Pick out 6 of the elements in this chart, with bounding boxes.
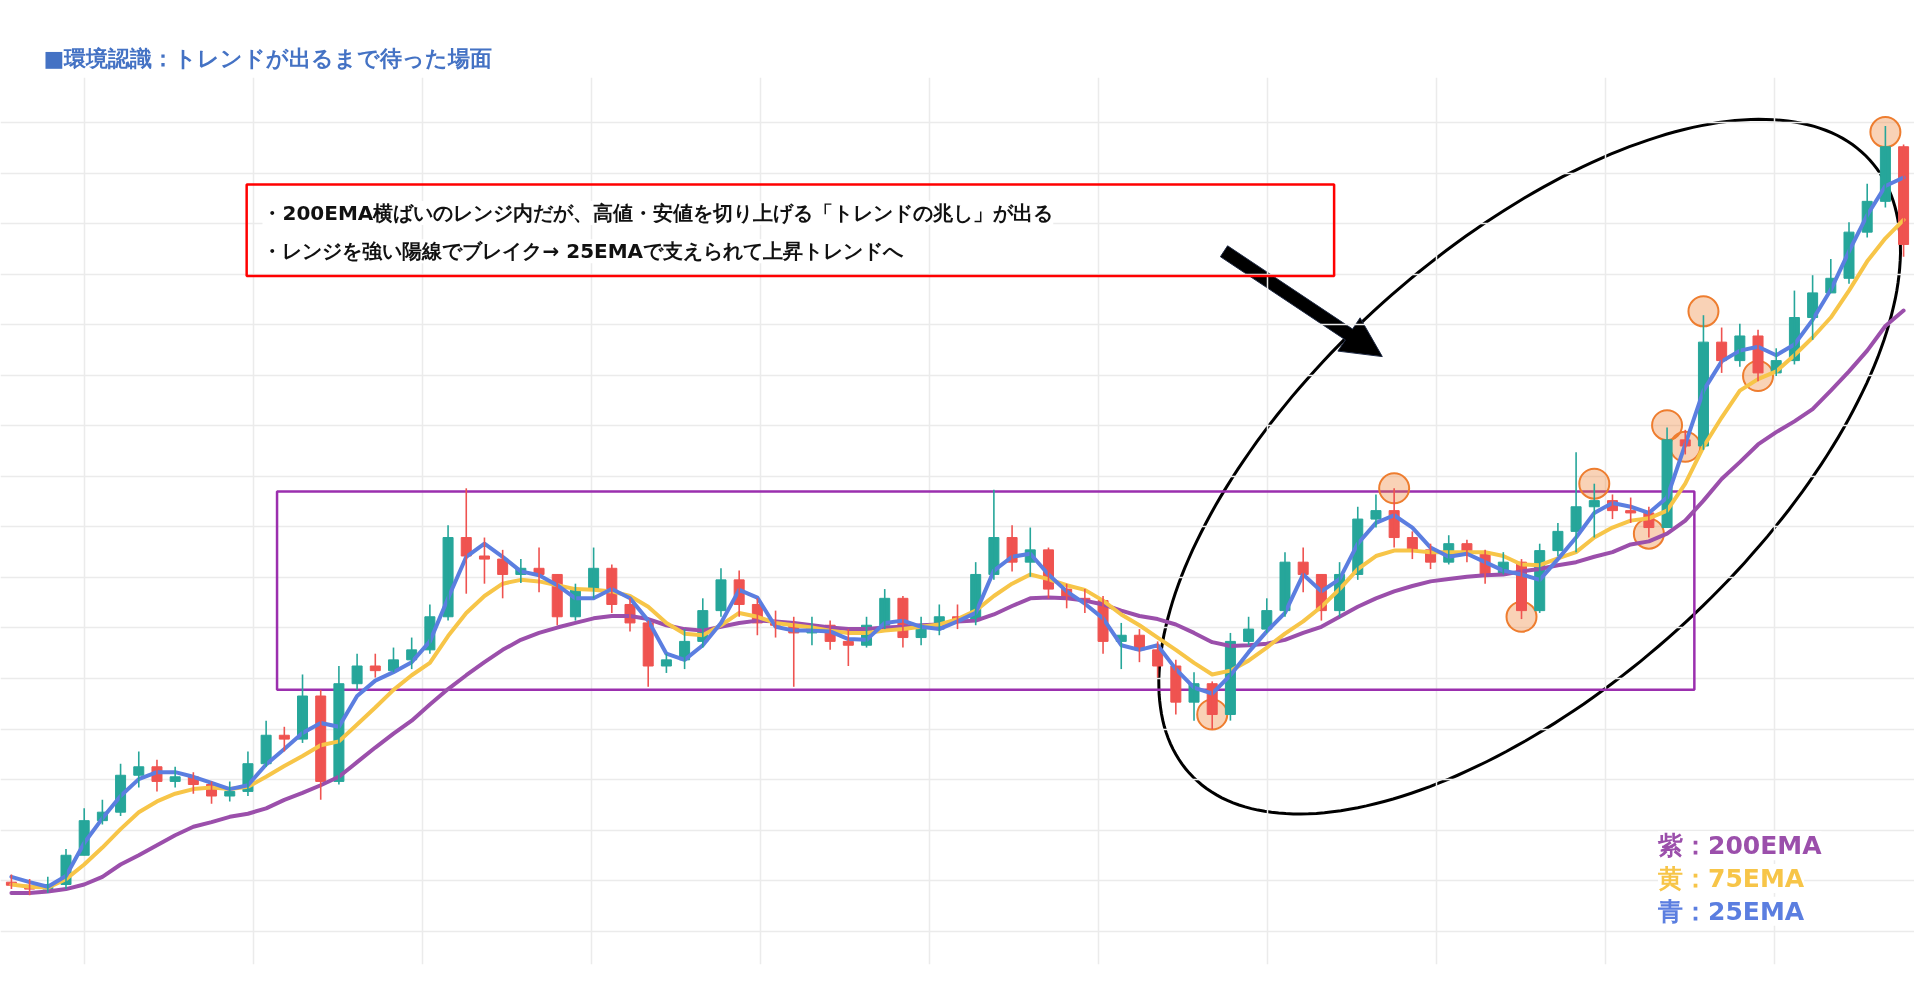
annotation: ・レンジを強い陽線でブレイク→ 25EMAで支えられて上昇トレンドへ bbox=[262, 239, 905, 264]
text: 紫：200EMA bbox=[1657, 831, 1823, 861]
text: 青：25EMA bbox=[1657, 896, 1805, 926]
text: 黄：75EMA bbox=[1657, 863, 1805, 893]
annotation: ・200EMA横ばいのレンジ内だが、高値・安値を切り上げる「トレンドの兆し」が出る bbox=[262, 200, 1054, 225]
chart-title: ■環境認識：トレンドが出るまで待った場面 bbox=[43, 45, 493, 71]
